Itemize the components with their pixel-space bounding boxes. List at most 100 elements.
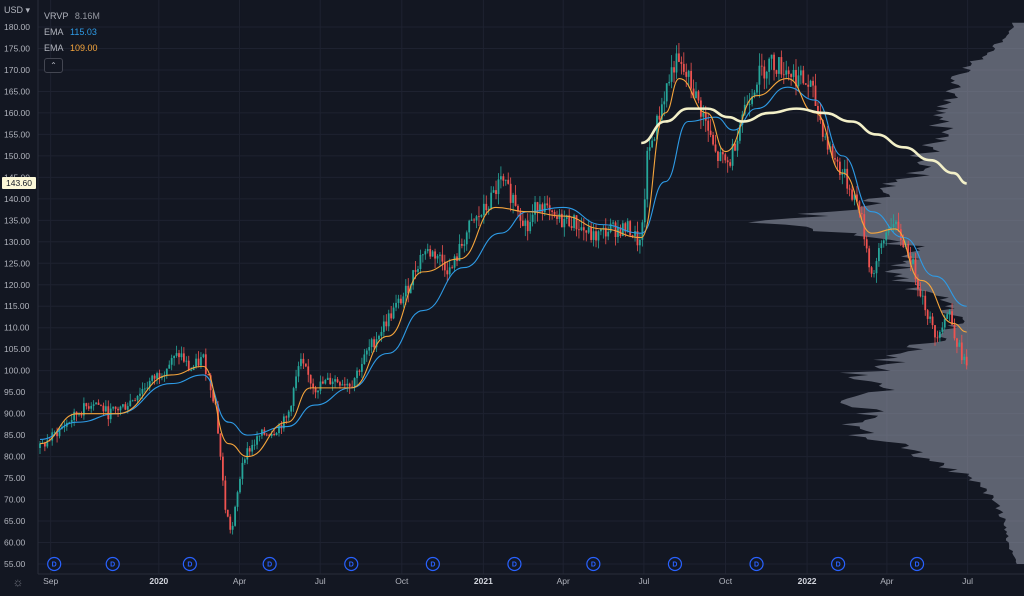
candle-body [680, 61, 683, 64]
candle-body [936, 337, 939, 339]
currency-selector[interactable]: USD ▾ [4, 5, 31, 15]
dividend-marker[interactable]: D [425, 556, 440, 572]
legend-collapse-button[interactable]: ⌃ [44, 58, 63, 73]
candle-body [453, 256, 456, 268]
candle-body [141, 388, 144, 394]
candle-body [526, 220, 529, 232]
y-tick-label: 60.00 [4, 538, 26, 548]
candle-body [592, 231, 595, 240]
candle-body [300, 358, 302, 367]
dividend-marker[interactable]: D [262, 556, 277, 572]
dividend-marker[interactable]: D [831, 556, 846, 572]
candle-body [707, 120, 710, 131]
candle-body [521, 220, 524, 226]
candle-body [590, 227, 593, 240]
candle-body [341, 384, 344, 386]
candle-body [56, 432, 58, 437]
candle-body [500, 176, 502, 180]
candle-body [102, 405, 105, 412]
candle-body [646, 150, 649, 200]
dividend-marker[interactable]: D [507, 556, 522, 572]
y-tick-label: 110.00 [4, 323, 30, 333]
candle-body [173, 355, 176, 359]
candle-body [858, 201, 861, 214]
candle-body [729, 162, 732, 166]
candle-body [158, 373, 161, 379]
candle-body [792, 69, 795, 77]
dividend-marker[interactable]: D [749, 556, 764, 572]
candle-body [485, 203, 488, 211]
legend-vrvp[interactable]: VRVP 8.16M [44, 8, 100, 24]
candle-body [458, 243, 461, 262]
dividend-label: D [267, 562, 272, 569]
candle-body [156, 373, 158, 379]
dividend-marker[interactable]: D [105, 556, 120, 572]
candle-body [63, 426, 66, 428]
candle-body [775, 70, 778, 74]
candle-body [851, 189, 853, 200]
candle-body [97, 402, 100, 405]
candle-body [768, 58, 771, 72]
dividend-marker[interactable]: D [586, 556, 601, 572]
candle-body [53, 432, 56, 434]
x-tick-label: Oct [719, 576, 733, 586]
candle-body [197, 358, 200, 366]
candle-body [546, 203, 549, 206]
candle-body [497, 179, 500, 195]
legend-ema-slow-label: EMA [44, 43, 64, 53]
dividend-marker[interactable]: D [182, 556, 197, 572]
candle-body [860, 213, 863, 215]
candle-body [790, 74, 793, 77]
candle-body [312, 383, 315, 388]
legend-ema-slow[interactable]: EMA 109.00 [44, 40, 100, 56]
dividend-marker[interactable]: D [344, 556, 359, 572]
candle-body [382, 321, 385, 332]
candle-body [624, 223, 627, 232]
candle-body [321, 381, 324, 384]
candle-body [560, 213, 563, 228]
legend-ema-fast[interactable]: EMA 115.03 [44, 24, 100, 40]
candle-body [290, 405, 293, 412]
candle-body [587, 227, 590, 233]
candle-body [265, 434, 268, 436]
candle-body [765, 71, 768, 79]
candle-body [285, 416, 288, 418]
price-axis[interactable]: 180.00 175.00 170.00 165.00 160.00 155.00 150.… [4, 0, 39, 574]
volume-profile-area [747, 22, 1024, 564]
candle-body [375, 339, 378, 348]
candle-body [243, 459, 246, 463]
candle-body [229, 516, 232, 530]
candle-body [95, 402, 97, 405]
candle-body [524, 220, 527, 226]
candle-body [692, 88, 695, 99]
dividend-marker[interactable]: D [909, 556, 925, 572]
dividend-circle [831, 556, 846, 572]
dividend-marker[interactable]: D [47, 556, 62, 572]
y-tick-label: 80.00 [4, 452, 26, 462]
candle-body [548, 205, 551, 211]
dividend-marker[interactable]: D [667, 556, 683, 572]
candle-body [921, 295, 924, 297]
candle-body [373, 339, 375, 348]
candle-body [941, 327, 944, 332]
candle-body [963, 356, 966, 361]
gear-icon[interactable]: ☼ [12, 575, 24, 589]
x-tick-label: Jul [962, 576, 973, 586]
time-axis[interactable]: Sep 2020 Apr Jul Oct 2021 Apr Jul Oct 2022 Apr Jul [38, 573, 1024, 586]
candle-body [339, 382, 341, 386]
candle-body [597, 231, 600, 241]
dividend-label: D [915, 562, 920, 569]
candle-body [324, 380, 327, 384]
candle-body [117, 408, 119, 411]
candle-body [517, 205, 519, 212]
candle-body [778, 57, 780, 74]
candle-body [714, 144, 717, 152]
dividend-label: D [187, 562, 192, 569]
candle-body [748, 104, 751, 105]
dividend-label: D [754, 562, 759, 569]
candle-body [946, 314, 949, 319]
candle-body [417, 269, 419, 272]
candle-body [431, 251, 434, 257]
y-tick-label: 115.00 [4, 301, 30, 311]
